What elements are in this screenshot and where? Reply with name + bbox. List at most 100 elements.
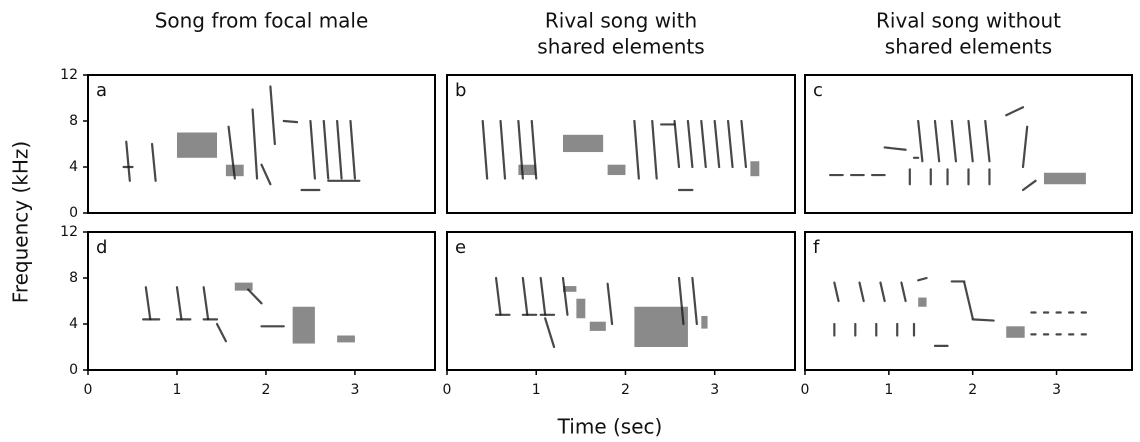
syllable-stroke	[971, 318, 995, 322]
syllable-stroke	[309, 119, 316, 180]
panel-letter: f	[813, 237, 820, 258]
column-title: Rival song without	[876, 9, 1061, 33]
syllable-stroke	[950, 119, 958, 163]
syllable-stroke	[1021, 179, 1037, 192]
syllable-stroke	[726, 119, 734, 169]
syllable-stroke	[125, 140, 131, 182]
column-title: shared elements	[537, 35, 704, 59]
syllable-stroke	[144, 286, 152, 321]
y-tick-label: 4	[69, 316, 78, 332]
spectral-band	[634, 306, 688, 347]
spectral-band	[337, 335, 355, 343]
y-tick-label: 8	[69, 270, 78, 286]
syllable-stroke	[539, 276, 547, 316]
x-tick-label: 0	[443, 382, 452, 398]
x-tick-label: 2	[968, 382, 977, 398]
syllable-stroke	[933, 119, 941, 163]
x-tick-label: 3	[710, 382, 719, 398]
panel-frame	[446, 231, 796, 371]
panel-letter: d	[96, 237, 107, 258]
syllable-stroke	[858, 281, 865, 303]
syllable-stroke	[673, 119, 681, 169]
spectral-band	[589, 321, 606, 331]
syllable-stroke	[740, 119, 748, 169]
column-title: shared elements	[885, 35, 1052, 59]
spectral-band	[563, 134, 604, 153]
syllable-stroke	[691, 276, 698, 326]
panel-frame	[446, 74, 796, 214]
spectral-band	[518, 164, 537, 176]
spectral-band	[701, 315, 708, 329]
syllable-stroke	[633, 119, 640, 180]
syllable-stroke	[269, 85, 276, 146]
syllable-stroke	[606, 282, 614, 326]
syllable-stroke	[227, 125, 236, 180]
syllable-stroke	[517, 119, 524, 180]
syllable-stroke	[686, 119, 694, 169]
panel-frame	[87, 74, 436, 214]
x-axis-label: Time (sec)	[557, 415, 663, 439]
x-tick-label: 0	[84, 382, 93, 398]
x-tick-label: 2	[261, 382, 270, 398]
y-tick-label: 12	[60, 67, 78, 83]
syllable-stroke	[1005, 106, 1025, 117]
column-title: Song from focal male	[155, 9, 369, 33]
syllable-stroke	[883, 146, 907, 151]
spectral-band	[563, 286, 577, 292]
spectral-band	[750, 161, 760, 177]
x-tick-label: 2	[621, 382, 630, 398]
syllable-stroke	[963, 281, 974, 320]
syllable-stroke	[713, 119, 721, 169]
syllable-stroke	[833, 281, 840, 303]
spectral-band	[292, 306, 315, 344]
y-axis-label: Frequency (kHz)	[9, 141, 33, 303]
syllable-stroke	[251, 108, 259, 180]
panel-letter: a	[96, 80, 107, 101]
spectral-band	[918, 297, 927, 307]
panel-frame	[804, 231, 1133, 371]
syllable-stroke	[336, 119, 343, 180]
syllable-stroke	[917, 119, 924, 163]
syllable-stroke	[984, 119, 991, 163]
syllable-stroke	[349, 119, 357, 180]
syllable-stroke	[481, 119, 489, 180]
y-tick-label: 12	[60, 224, 78, 240]
syllable-stroke	[202, 286, 210, 321]
syllable-stroke	[215, 322, 228, 343]
syllable-stroke	[900, 281, 907, 303]
column-title: Rival song with	[545, 9, 697, 33]
syllable-stroke	[530, 119, 538, 180]
spectral-band	[1006, 326, 1025, 338]
syllable-stroke	[917, 276, 928, 282]
syllable-stroke	[561, 276, 569, 316]
x-tick-label: 1	[884, 382, 893, 398]
x-tick-label: 1	[532, 382, 541, 398]
syllable-stroke	[677, 276, 685, 326]
x-tick-label: 1	[173, 382, 182, 398]
spectral-band	[607, 164, 626, 176]
syllable-stroke	[260, 163, 272, 186]
syllable-stroke	[282, 119, 299, 124]
syllable-stroke	[700, 119, 707, 169]
syllable-stroke	[879, 281, 886, 303]
syllable-stroke	[494, 276, 502, 316]
syllable-stroke	[150, 142, 157, 182]
y-tick-label: 4	[69, 159, 78, 175]
y-tick-label: 8	[69, 113, 78, 129]
syllable-stroke	[967, 119, 974, 163]
syllable-stroke	[651, 119, 658, 180]
panel-frame	[804, 74, 1133, 214]
syllable-stroke	[521, 276, 529, 316]
syllable-stroke	[544, 317, 556, 349]
syllable-stroke	[1021, 125, 1029, 169]
spectral-band	[576, 298, 586, 319]
spectral-band	[176, 132, 218, 158]
panel-letter: c	[813, 80, 823, 101]
y-tick-label: 0	[69, 362, 78, 378]
panel-letter: e	[455, 237, 466, 258]
syllable-stroke	[322, 119, 330, 180]
spectral-band	[234, 282, 253, 291]
x-tick-label: 3	[1052, 382, 1061, 398]
syllable-stroke	[175, 286, 183, 321]
panel-letter: b	[455, 80, 466, 101]
